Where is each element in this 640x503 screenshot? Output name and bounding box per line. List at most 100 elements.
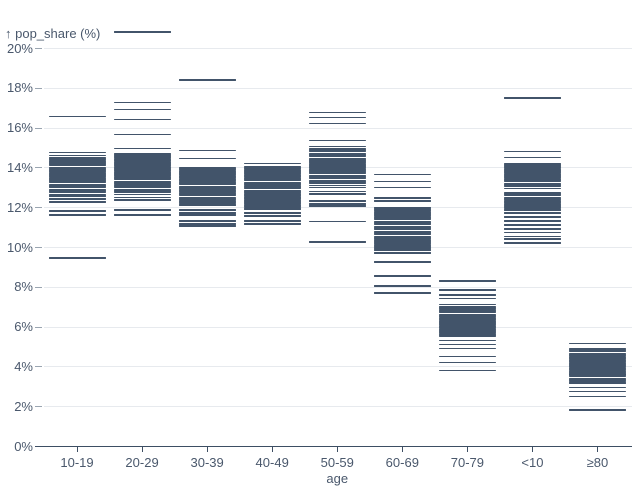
- tick-mark: [373, 243, 431, 246]
- y-gridline: [44, 48, 632, 49]
- y-gridline: [44, 87, 632, 89]
- tick-mark: [438, 318, 496, 320]
- tick-mark: [178, 188, 236, 191]
- tick-mark: [503, 184, 561, 186]
- tick-mark: [113, 152, 171, 155]
- tick-mark: [503, 206, 561, 208]
- tick-mark: [308, 186, 366, 189]
- tick-mark: [308, 155, 366, 158]
- tick-mark: [243, 197, 301, 199]
- tick-mark: [178, 149, 236, 152]
- tick-mark: [48, 173, 106, 175]
- tick-mark: [438, 343, 496, 346]
- tick-mark: [243, 176, 301, 179]
- tick-mark: [113, 190, 171, 192]
- y-tick-label: 4%: [14, 358, 33, 374]
- tick-mark: [568, 366, 626, 369]
- tick-mark: [373, 225, 431, 228]
- tick-mark: [178, 176, 236, 178]
- tick-mark: [568, 373, 626, 375]
- tick-mark: [243, 208, 301, 210]
- tick-mark: [48, 210, 106, 212]
- tick-mark: [48, 181, 106, 184]
- y-tick: [35, 366, 42, 368]
- tick-mark: [178, 191, 236, 194]
- tick-mark: [568, 379, 626, 381]
- tick-mark: [373, 210, 431, 213]
- tick-mark: [308, 166, 366, 168]
- x-tick: [467, 447, 469, 452]
- tick-mark: [503, 231, 561, 234]
- tick-mark: [503, 216, 561, 218]
- tick-mark: [438, 321, 496, 323]
- tick-mark: [308, 164, 366, 166]
- tick-mark: [438, 339, 496, 342]
- tick-mark: [48, 166, 106, 169]
- tick-mark: [113, 118, 171, 121]
- tick-mark: [373, 237, 431, 239]
- tick-mark: [178, 177, 236, 180]
- tick-mark: [568, 355, 626, 358]
- tick-mark: [113, 193, 171, 195]
- y-tick-label: 18%: [6, 80, 33, 96]
- tick-mark: [568, 377, 626, 380]
- x-tick-label: 10-19: [60, 455, 94, 470]
- tick-mark: [48, 154, 106, 157]
- tick-mark: [503, 167, 561, 170]
- tick-mark: [113, 170, 171, 173]
- tick-mark: [178, 201, 236, 203]
- x-tick: [207, 447, 209, 452]
- y-tick: [35, 87, 42, 89]
- tick-mark: [48, 180, 106, 182]
- tick-mark: [178, 198, 236, 200]
- tick-mark: [568, 352, 626, 355]
- tick-mark: [113, 108, 171, 111]
- tick-mark: [178, 187, 236, 189]
- tick-mark: [373, 197, 431, 199]
- tick-mark: [178, 157, 236, 160]
- tick-mark: [113, 154, 171, 156]
- tick-mark: [308, 203, 366, 205]
- tick-mark: [568, 349, 626, 351]
- tick-mark: [438, 303, 496, 306]
- x-tick-label: 40-49: [255, 455, 289, 470]
- tick-mark: [48, 214, 106, 216]
- tick-mark: [113, 209, 171, 211]
- tick-mark: [243, 178, 301, 180]
- tick-mark: [503, 97, 561, 99]
- y-tick: [35, 207, 42, 209]
- tick-mark: [178, 168, 236, 170]
- tick-mark: [568, 380, 626, 383]
- tick-mark: [438, 319, 496, 322]
- tick-mark: [243, 167, 301, 169]
- tick-mark: [438, 280, 496, 282]
- tick-mark: [113, 31, 171, 33]
- x-tick: [597, 447, 599, 452]
- tick-mark: [243, 170, 301, 172]
- tick-mark: [308, 139, 366, 142]
- tick-mark: [438, 355, 496, 358]
- tick-mark: [178, 79, 236, 81]
- tick-mark: [178, 194, 236, 197]
- tick-mark: [178, 199, 236, 202]
- tick-mark: [373, 285, 431, 287]
- tick-mark: [48, 190, 106, 192]
- y-gridline: [44, 286, 632, 288]
- tick-mark: [243, 212, 301, 214]
- tick-mark: [48, 171, 106, 174]
- tick-mark: [373, 173, 431, 176]
- tick-mark: [438, 361, 496, 364]
- tick-mark: [113, 199, 171, 201]
- x-tick: [77, 447, 78, 452]
- y-tick: [35, 406, 42, 408]
- tick-mark: [308, 205, 366, 207]
- x-tick: [337, 447, 339, 452]
- tick-mark: [308, 184, 366, 187]
- tick-mark: [178, 196, 236, 198]
- tick-mark: [373, 212, 431, 214]
- tick-mark: [503, 180, 561, 183]
- tick-mark: [113, 214, 171, 216]
- tick-mark: [113, 147, 171, 150]
- x-tick: [402, 447, 404, 452]
- tick-mark: [308, 152, 366, 155]
